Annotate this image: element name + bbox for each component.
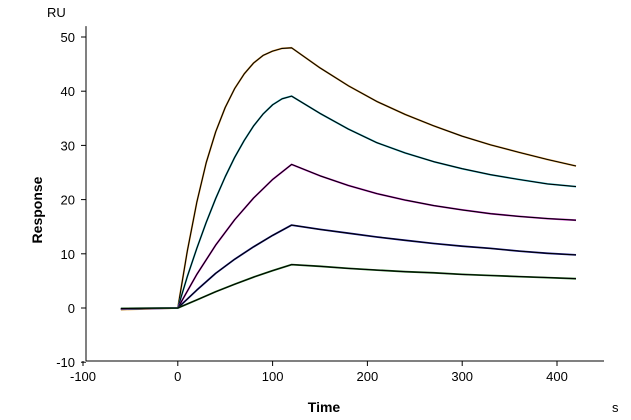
- series-layer: [120, 46, 577, 311]
- y-tick-label: 30: [61, 138, 75, 153]
- series-line-data: [120, 95, 577, 310]
- x-tick-label: 400: [546, 369, 568, 384]
- series-line-fit: [120, 264, 577, 310]
- x-unit-label: s: [612, 400, 619, 415]
- y-tick-label: -10: [56, 355, 75, 370]
- y-axis-title: Response: [29, 176, 45, 243]
- x-tick-label: -100: [70, 369, 96, 384]
- y-tick-label: 10: [61, 247, 75, 262]
- y-tick-label: 50: [61, 30, 75, 45]
- series-line-fit: [120, 224, 577, 310]
- series-line-fit: [120, 95, 577, 310]
- x-tick-label: 0: [174, 369, 181, 384]
- y-unit-label: RU: [47, 5, 66, 20]
- series-line-fit: [120, 163, 577, 310]
- y-ticks: -10 0 10 20 30 40 50: [56, 30, 86, 370]
- y-tick-label: 20: [61, 193, 75, 208]
- y-tick-label: 40: [61, 84, 75, 99]
- x-ticks: -100 0 100 200 300 400: [70, 361, 568, 384]
- x-tick-label: 300: [451, 369, 473, 384]
- x-tick-label: 100: [262, 369, 284, 384]
- axes: [85, 26, 604, 362]
- x-axis-title: Time: [308, 399, 341, 415]
- series-line-fit: [120, 47, 577, 311]
- x-tick-label: 200: [357, 369, 379, 384]
- y-tick-label: 0: [68, 301, 75, 316]
